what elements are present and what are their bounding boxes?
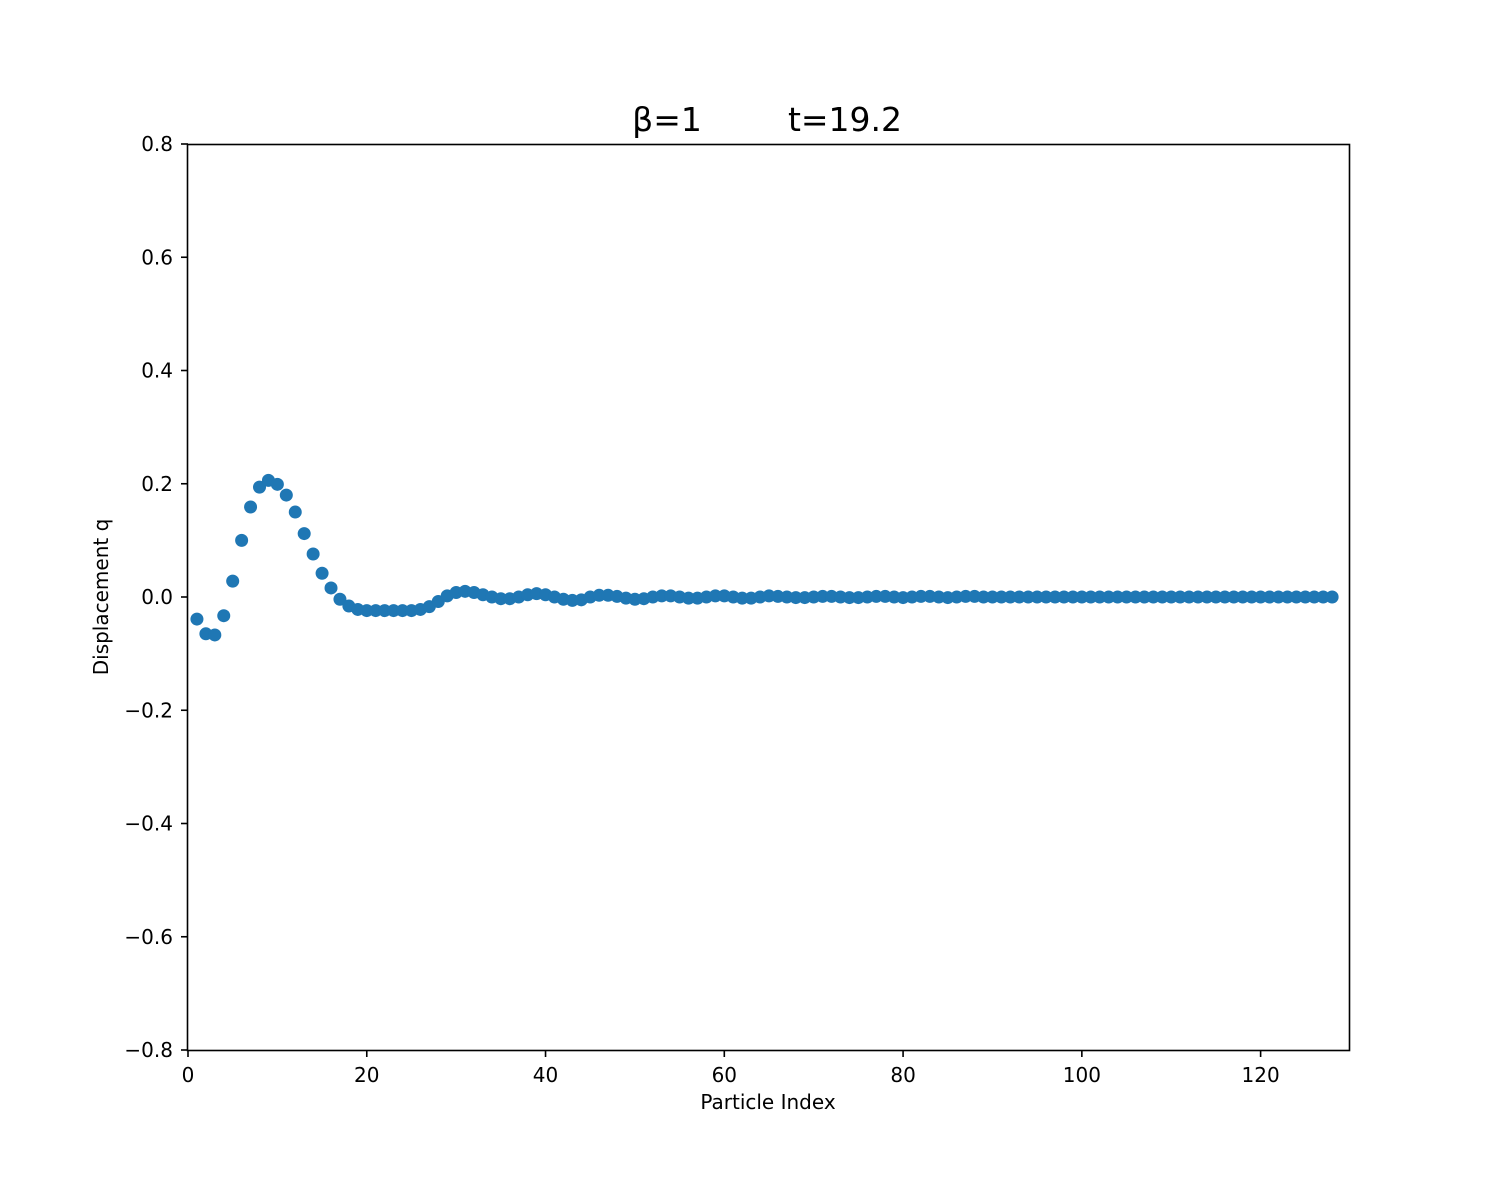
data-point: [1003, 590, 1017, 604]
data-point: [1289, 590, 1303, 604]
data-point: [655, 589, 669, 603]
data-point: [1120, 590, 1134, 604]
y-tick-label: 0.2: [141, 472, 173, 496]
data-point: [297, 527, 311, 541]
x-tick-label: 40: [533, 1063, 558, 1087]
data-point: [1298, 590, 1312, 604]
data-point: [1102, 590, 1116, 604]
data-point: [1191, 590, 1205, 604]
data-point: [494, 592, 508, 606]
data-point: [1048, 590, 1062, 604]
data-point: [1209, 590, 1223, 604]
data-point: [324, 581, 338, 595]
data-points: [190, 473, 1339, 642]
y-axis-label: Displacement q: [89, 519, 113, 676]
data-point: [333, 592, 347, 606]
chart-title-time: t=19.2: [788, 100, 902, 139]
y-axis-ticks: −0.8 −0.6 −0.4 −0.2 0.0 0.2 0.4 0.6 0.8: [124, 132, 188, 1062]
data-point: [735, 591, 749, 605]
data-point: [1039, 590, 1053, 604]
data-point: [1227, 590, 1241, 604]
data-point: [1137, 590, 1151, 604]
data-point: [1280, 590, 1294, 604]
data-point: [378, 604, 392, 618]
data-point: [869, 589, 883, 603]
data-point: [369, 604, 383, 618]
data-point: [985, 590, 999, 604]
data-point: [270, 477, 284, 491]
x-tick-label: 100: [1063, 1063, 1101, 1087]
x-tick-label: 60: [712, 1063, 737, 1087]
data-point: [1084, 590, 1098, 604]
data-point: [914, 589, 928, 603]
data-point: [288, 505, 302, 519]
data-point: [977, 590, 991, 604]
data-point: [1155, 590, 1169, 604]
data-point: [842, 591, 856, 605]
x-axis-label: Particle Index: [700, 1090, 835, 1114]
data-point: [1263, 590, 1277, 604]
chart-title: β=1 t=19.2: [632, 100, 902, 139]
data-point: [1012, 590, 1026, 604]
data-point: [708, 589, 722, 603]
data-point: [315, 566, 329, 580]
chart-title-beta: β=1: [632, 100, 702, 139]
data-point: [217, 609, 231, 623]
y-tick-label: −0.8: [124, 1038, 173, 1062]
data-point: [789, 591, 803, 605]
y-tick-label: −0.2: [124, 698, 173, 722]
data-point: [360, 604, 374, 618]
data-point: [1030, 590, 1044, 604]
data-point: [1325, 590, 1339, 604]
data-point: [592, 588, 606, 602]
data-point: [208, 628, 222, 642]
data-point: [1245, 590, 1259, 604]
data-point: [1128, 590, 1142, 604]
data-point: [1164, 590, 1178, 604]
y-tick-label: −0.4: [124, 812, 173, 836]
x-axis-ticks: 0 20 40 60 80 100 120: [182, 1050, 1280, 1087]
data-point: [306, 547, 320, 561]
y-tick-label: 0.8: [141, 132, 173, 156]
data-point: [253, 480, 267, 494]
data-point: [1254, 590, 1268, 604]
data-point: [1093, 590, 1107, 604]
data-point: [1173, 590, 1187, 604]
data-point: [1316, 590, 1330, 604]
x-tick-label: 0: [182, 1063, 195, 1087]
data-point: [1200, 590, 1214, 604]
data-point: [1307, 590, 1321, 604]
data-point: [235, 533, 249, 547]
data-point: [959, 589, 973, 603]
y-tick-label: −0.6: [124, 925, 173, 949]
data-point: [1146, 590, 1160, 604]
data-point: [1066, 590, 1080, 604]
data-point: [279, 488, 293, 502]
data-point: [387, 604, 401, 618]
data-point: [1271, 590, 1285, 604]
data-point: [1111, 590, 1125, 604]
data-point: [1182, 590, 1196, 604]
data-point: [190, 612, 204, 626]
x-tick-label: 120: [1242, 1063, 1280, 1087]
data-point: [244, 500, 258, 514]
data-point: [816, 589, 830, 603]
y-tick-label: 0.4: [141, 359, 173, 383]
data-point: [1021, 590, 1035, 604]
x-tick-label: 20: [354, 1063, 379, 1087]
data-point: [1075, 590, 1089, 604]
x-tick-label: 80: [890, 1063, 915, 1087]
y-tick-label: 0.6: [141, 245, 173, 269]
data-point: [1057, 590, 1071, 604]
data-point: [994, 590, 1008, 604]
data-point: [1218, 590, 1232, 604]
data-point: [226, 574, 240, 588]
data-point: [682, 591, 696, 605]
y-tick-label: 0.0: [141, 585, 173, 609]
data-point: [1236, 590, 1250, 604]
data-point: [396, 604, 410, 618]
